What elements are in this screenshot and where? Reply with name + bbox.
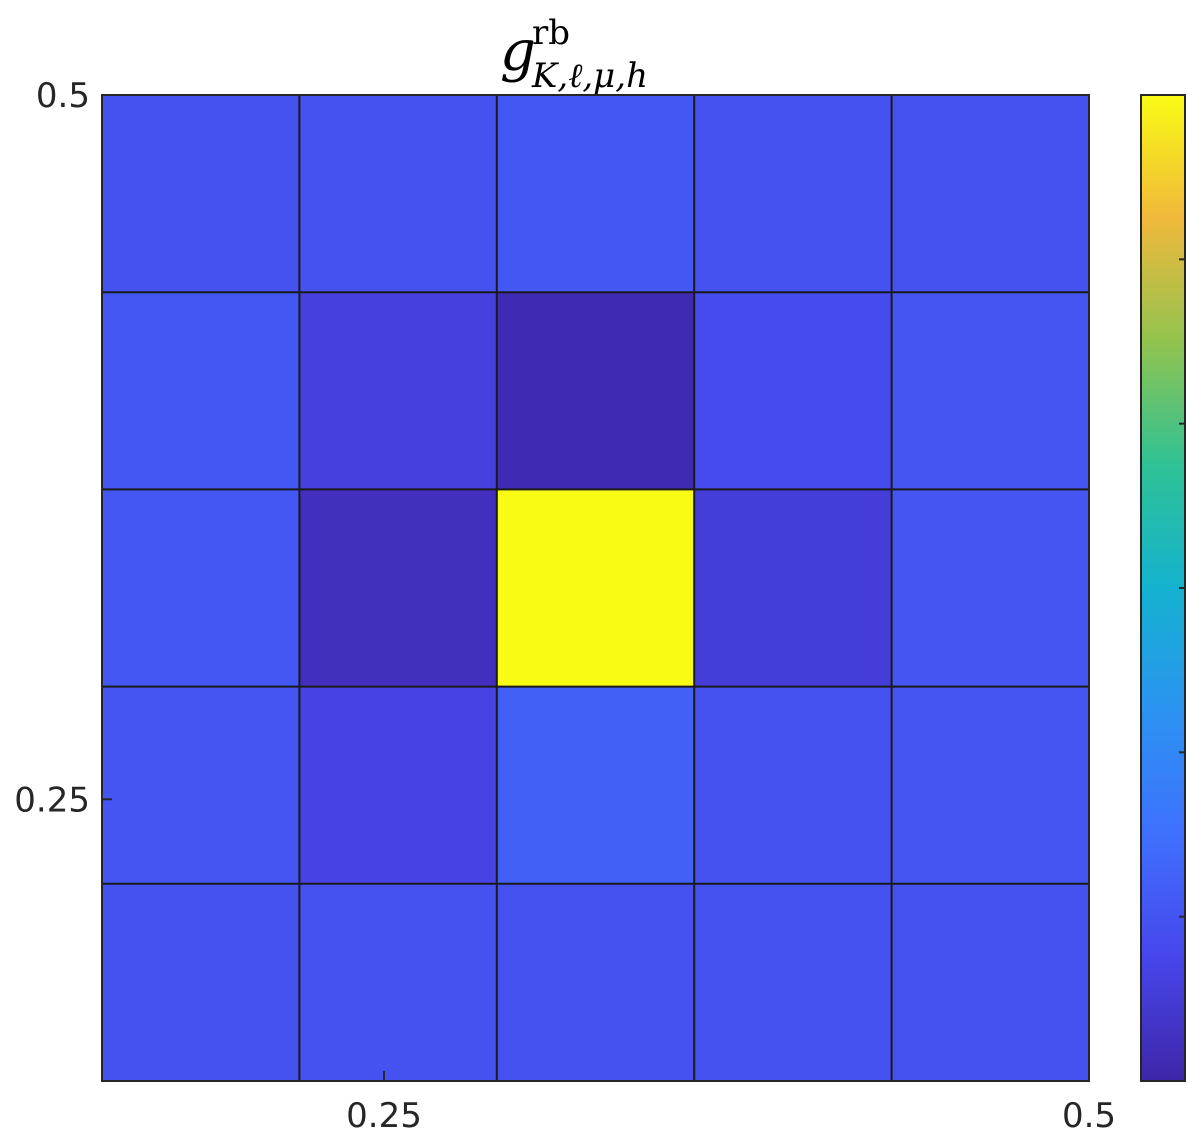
heatmap-cell-r0-c0 — [102, 95, 300, 293]
heatmap-cell-r1-c2 — [496, 292, 695, 490]
heatmap-cell-r3-c4 — [891, 686, 1090, 885]
heatmap-cell-r4-c1 — [299, 883, 498, 1082]
heatmap-cell-r3-c2 — [496, 686, 695, 885]
heatmap-cell-r2-c4 — [891, 489, 1090, 688]
chart-title-base: g — [500, 19, 536, 84]
x-tick-label: 0.25 — [346, 1096, 422, 1136]
heatmap-cell-r3-c1 — [299, 686, 498, 885]
heatmap-cell-r1-c1 — [299, 292, 498, 490]
heatmap-cell-r0-c2 — [496, 95, 695, 293]
heatmap-cell-r2-c1 — [299, 489, 498, 688]
heatmap-cell-r4-c0 — [102, 883, 300, 1082]
chart-title-superscript: rb — [532, 13, 570, 53]
heatmap-cell-r4-c2 — [496, 883, 695, 1082]
chart-title-subscript: K,ℓ,μ,h — [531, 56, 648, 96]
x-tick-label: 0.5 — [1062, 1096, 1116, 1136]
axis-ticks: 0.25 0.5 0.25 0.5 — [14, 76, 1116, 1136]
heatmap-cell-r3-c0 — [102, 686, 300, 885]
plot-frame — [101, 94, 1090, 1082]
heatmap-cells — [102, 95, 1090, 1082]
colorbar-gradient — [1140, 94, 1186, 1082]
heatmap-cell-r0-c3 — [694, 95, 893, 293]
heatmap-cell-r1-c0 — [102, 292, 300, 490]
heatmap-cell-r4-c3 — [694, 883, 893, 1082]
y-tick-label: 0.5 — [36, 76, 90, 116]
chart-title: g rb K,ℓ,μ,h — [500, 13, 648, 96]
heatmap-cell-r2-c2 — [496, 489, 695, 688]
heatmap-cell-r1-c4 — [891, 292, 1090, 490]
heatmap-cell-r2-c0 — [102, 489, 300, 688]
colorbar-ticks — [1179, 258, 1185, 918]
heatmap-cell-r2-c3 — [694, 489, 893, 688]
heatmap-gridlines — [102, 95, 1089, 1081]
heatmap-cell-r0-c4 — [891, 95, 1090, 293]
colorbar — [1140, 94, 1186, 1082]
heatmap-cell-r1-c3 — [694, 292, 893, 490]
y-tick-label: 0.25 — [14, 780, 90, 820]
heatmap-cell-r3-c3 — [694, 686, 893, 885]
heatmap-cell-r0-c1 — [299, 95, 498, 293]
heatmap-cell-r4-c4 — [891, 883, 1090, 1082]
